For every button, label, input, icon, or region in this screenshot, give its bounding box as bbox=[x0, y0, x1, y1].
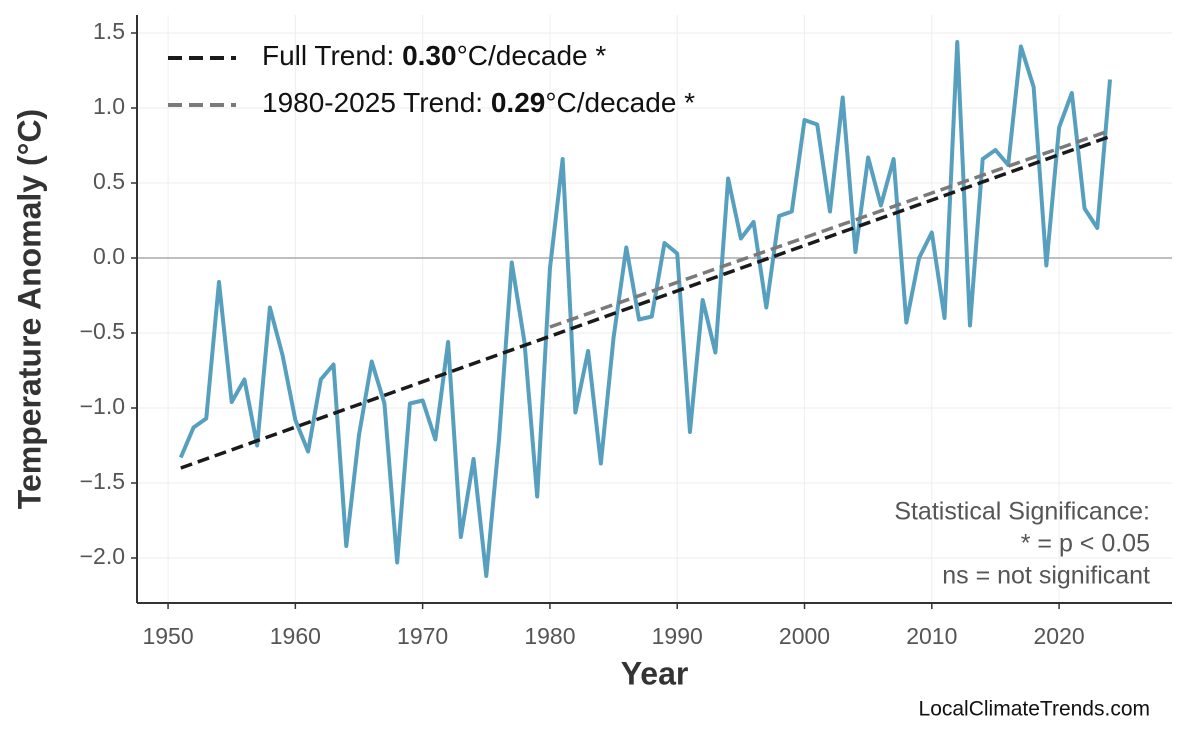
legend-label-part: °C/decade * bbox=[545, 87, 695, 118]
significance-note: ns = not significant bbox=[942, 562, 1150, 590]
trend-line bbox=[549, 128, 1111, 329]
x-tick-label: 1980 bbox=[524, 623, 575, 649]
x-tick-label: 2010 bbox=[906, 623, 957, 649]
legend-label-part: 0.30 bbox=[402, 40, 457, 71]
y-tick-label: −2.0 bbox=[80, 543, 125, 569]
x-tick-label: 1990 bbox=[652, 623, 703, 649]
x-tick-label: 1960 bbox=[270, 623, 321, 649]
watermark: LocalClimateTrends.com bbox=[919, 698, 1150, 721]
y-tick-label: 0.5 bbox=[93, 168, 125, 194]
y-tick-label: −0.5 bbox=[80, 318, 125, 344]
legend-label-part: 0.29 bbox=[491, 87, 546, 118]
legend-label: 1980-2025 Trend: 0.29°C/decade * bbox=[262, 87, 695, 118]
trend-line bbox=[180, 134, 1111, 470]
x-tick-label: 1950 bbox=[142, 623, 193, 649]
significance-note: * = p < 0.05 bbox=[1021, 530, 1150, 558]
significance-note: Statistical Significance: bbox=[894, 498, 1150, 526]
x-tick-label: 2000 bbox=[779, 623, 830, 649]
legend-label: Full Trend: 0.30°C/decade * bbox=[262, 40, 606, 71]
y-tick-label: 0.0 bbox=[93, 243, 125, 269]
x-tick-label: 2020 bbox=[1034, 623, 1085, 649]
y-tick-label: −1.5 bbox=[80, 468, 125, 494]
y-tick-label: 1.0 bbox=[93, 93, 125, 119]
y-axis-label: Temperature Anomaly (°C) bbox=[11, 109, 47, 509]
legend-label-part: °C/decade * bbox=[457, 40, 607, 71]
x-tick-label: 1970 bbox=[397, 623, 448, 649]
data-line bbox=[178, 40, 1113, 578]
legend-label-part: Full Trend: bbox=[262, 40, 402, 71]
legend-label-part: 1980-2025 Trend: bbox=[262, 87, 491, 118]
x-axis-label: Year bbox=[621, 655, 689, 691]
y-tick-label: 1.5 bbox=[93, 18, 125, 44]
y-tick-label: −1.0 bbox=[80, 393, 125, 419]
